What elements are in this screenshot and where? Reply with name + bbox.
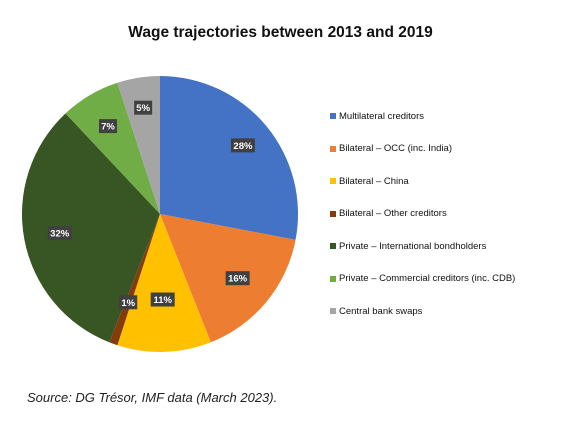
legend-label: Private – Commercial creditors (inc. CDB… bbox=[339, 273, 516, 285]
legend-item: Bilateral – China bbox=[330, 165, 515, 198]
data-label: 16% bbox=[228, 274, 248, 285]
pie-slice bbox=[65, 82, 160, 214]
pie-slice bbox=[160, 76, 298, 240]
legend-swatch bbox=[330, 275, 336, 282]
legend-swatch bbox=[330, 113, 336, 120]
pie-slice bbox=[117, 214, 211, 352]
legend-label: Multilateral creditors bbox=[339, 110, 424, 122]
legend-swatch bbox=[330, 308, 336, 315]
legend-label: Bilateral – Other creditors bbox=[339, 208, 447, 220]
legend-item: Multilateral creditors bbox=[330, 100, 515, 133]
source-note: Source: DG Trésor, IMF data (March 2023)… bbox=[27, 390, 278, 405]
chart-title: Wage trajectories between 2013 and 2019 bbox=[128, 24, 433, 41]
pie-slice bbox=[21, 113, 160, 343]
legend-swatch bbox=[330, 243, 336, 250]
legend-label: Bilateral – China bbox=[339, 175, 409, 187]
data-label: 11% bbox=[153, 295, 172, 306]
data-label-box bbox=[134, 100, 153, 115]
data-label-box bbox=[230, 138, 255, 153]
legend-swatch bbox=[330, 210, 336, 217]
data-label: 1% bbox=[121, 298, 135, 309]
data-label-box bbox=[47, 226, 72, 241]
legend-label: Private – International bondholders bbox=[339, 240, 487, 252]
legend-item: Private – International bondholders bbox=[330, 230, 515, 263]
legend-swatch bbox=[330, 178, 336, 185]
legend-label: Central bank swaps bbox=[339, 305, 423, 317]
data-label: 28% bbox=[233, 141, 253, 152]
data-label: 5% bbox=[136, 103, 150, 114]
legend-item: Central bank swaps bbox=[330, 295, 515, 328]
data-label-box bbox=[150, 292, 175, 307]
legend-label: Bilateral – OCC (inc. India) bbox=[339, 143, 452, 155]
data-label-box bbox=[225, 271, 250, 286]
legend-item: Private – Commercial creditors (inc. CDB… bbox=[330, 263, 515, 296]
chart-legend: Multilateral creditors Bilateral – OCC (… bbox=[330, 100, 515, 328]
legend-item: Bilateral – Other creditors bbox=[330, 198, 515, 231]
data-label-box bbox=[99, 119, 118, 134]
data-label: 32% bbox=[50, 229, 70, 240]
data-label-box bbox=[119, 295, 138, 310]
legend-swatch bbox=[330, 145, 336, 152]
legend-item: Bilateral – OCC (inc. India) bbox=[330, 133, 515, 166]
pie-slice bbox=[109, 214, 160, 346]
data-label: 7% bbox=[101, 122, 115, 133]
